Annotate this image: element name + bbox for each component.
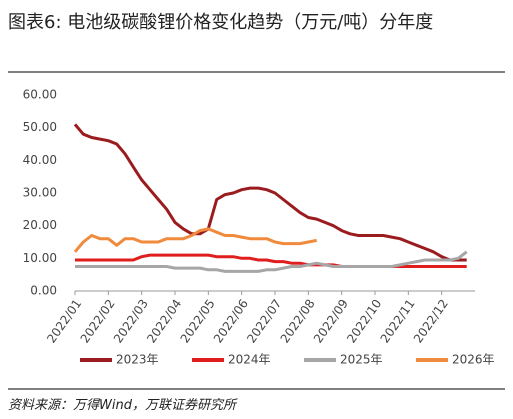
legend-label: 2026年 [452, 353, 495, 367]
y-tick-label: 20.00 [23, 218, 57, 232]
legend-label: 2025年 [340, 353, 383, 367]
series-line [75, 253, 467, 268]
y-tick-label: 60.00 [23, 88, 57, 102]
x-tick-label: 2022/12 [411, 297, 451, 346]
y-tick-label: 0.00 [30, 284, 57, 298]
y-tick-label: 10.00 [23, 251, 57, 265]
y-tick-label: 30.00 [23, 186, 57, 200]
source-note: 资料来源：万得Wind，万联证券研究所 [8, 398, 236, 413]
series-line [75, 250, 468, 273]
series-line [73, 227, 317, 253]
chart-title: 图表6: 电池级碳酸锂价格变化趋势（万元/吨）分年度 [8, 12, 434, 33]
legend-label: 2023年 [116, 353, 159, 367]
y-tick-label: 50.00 [23, 120, 57, 134]
y-tick-label: 40.00 [23, 153, 57, 167]
legend-label: 2024年 [228, 353, 271, 367]
series-line [73, 123, 467, 262]
